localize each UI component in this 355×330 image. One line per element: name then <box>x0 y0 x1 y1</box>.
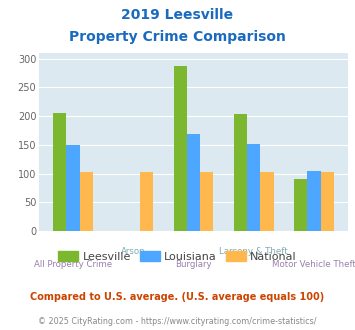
Bar <box>321 172 334 231</box>
Bar <box>247 144 260 231</box>
Bar <box>307 171 321 231</box>
Text: Larceny & Theft: Larceny & Theft <box>219 247 288 256</box>
Bar <box>234 114 247 231</box>
Bar <box>140 172 153 231</box>
Text: All Property Crime: All Property Crime <box>34 259 112 269</box>
Bar <box>53 113 66 231</box>
Bar <box>187 134 200 231</box>
Bar <box>66 145 80 231</box>
Text: Compared to U.S. average. (U.S. average equals 100): Compared to U.S. average. (U.S. average … <box>31 292 324 302</box>
Legend: Leesville, Louisiana, National: Leesville, Louisiana, National <box>54 247 301 267</box>
Bar <box>260 172 274 231</box>
Bar <box>80 172 93 231</box>
Text: Property Crime Comparison: Property Crime Comparison <box>69 30 286 44</box>
Text: Motor Vehicle Theft: Motor Vehicle Theft <box>272 259 355 269</box>
Text: © 2025 CityRating.com - https://www.cityrating.com/crime-statistics/: © 2025 CityRating.com - https://www.city… <box>38 317 317 326</box>
Text: 2019 Leesville: 2019 Leesville <box>121 8 234 22</box>
Bar <box>294 179 307 231</box>
Text: Arson: Arson <box>121 247 146 256</box>
Text: Burglary: Burglary <box>175 259 212 269</box>
Bar <box>174 66 187 231</box>
Bar <box>200 172 213 231</box>
